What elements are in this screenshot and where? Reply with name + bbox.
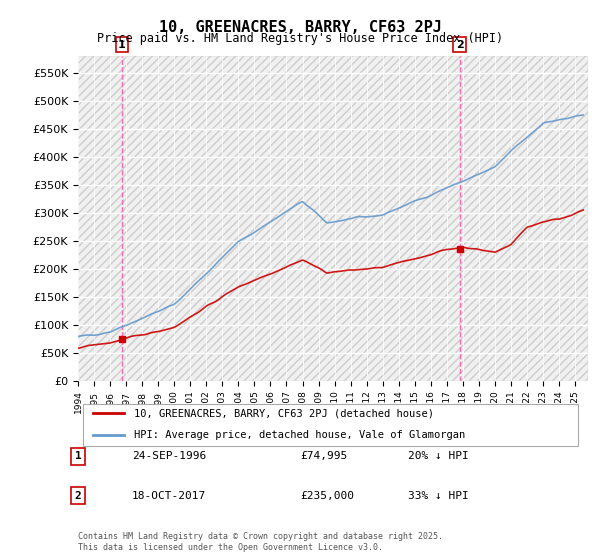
Text: HPI: Average price, detached house, Vale of Glamorgan: HPI: Average price, detached house, Vale… bbox=[134, 430, 466, 440]
Text: 1: 1 bbox=[118, 40, 125, 49]
Text: 20% ↓ HPI: 20% ↓ HPI bbox=[408, 451, 469, 461]
Text: 2: 2 bbox=[74, 491, 82, 501]
Text: 10, GREENACRES, BARRY, CF63 2PJ (detached house): 10, GREENACRES, BARRY, CF63 2PJ (detache… bbox=[134, 408, 434, 418]
Text: Price paid vs. HM Land Registry's House Price Index (HPI): Price paid vs. HM Land Registry's House … bbox=[97, 32, 503, 45]
Text: 33% ↓ HPI: 33% ↓ HPI bbox=[408, 491, 469, 501]
Text: 2: 2 bbox=[455, 40, 463, 49]
Text: 24-SEP-1996: 24-SEP-1996 bbox=[132, 451, 206, 461]
Text: 1: 1 bbox=[74, 451, 82, 461]
Text: 10, GREENACRES, BARRY, CF63 2PJ: 10, GREENACRES, BARRY, CF63 2PJ bbox=[158, 20, 442, 35]
FancyBboxPatch shape bbox=[83, 404, 578, 446]
Text: 18-OCT-2017: 18-OCT-2017 bbox=[132, 491, 206, 501]
Text: £235,000: £235,000 bbox=[300, 491, 354, 501]
Text: Contains HM Land Registry data © Crown copyright and database right 2025.
This d: Contains HM Land Registry data © Crown c… bbox=[78, 532, 443, 552]
Text: £74,995: £74,995 bbox=[300, 451, 347, 461]
